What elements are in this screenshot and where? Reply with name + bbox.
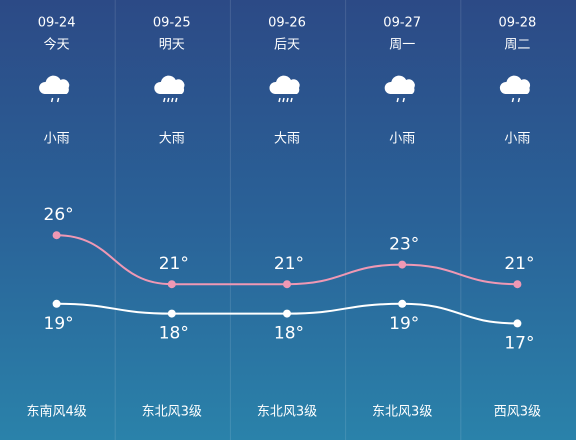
high-point bbox=[398, 260, 407, 269]
low-label: 17° bbox=[504, 333, 534, 353]
weather-icon bbox=[39, 75, 70, 103]
weather: 小雨 bbox=[389, 132, 415, 147]
rain-drop bbox=[511, 97, 515, 103]
high-label: 21° bbox=[159, 254, 189, 274]
high-label: 21° bbox=[504, 254, 534, 274]
wind: 东北风3级 bbox=[372, 405, 432, 420]
rain-drop bbox=[286, 97, 289, 103]
cloud bbox=[269, 75, 300, 94]
cloud bbox=[154, 75, 185, 94]
wind: 西风3级 bbox=[494, 405, 541, 420]
low-point bbox=[167, 309, 176, 318]
date: 09-28 bbox=[499, 16, 537, 31]
high-point bbox=[513, 280, 522, 289]
wind: 东北风3级 bbox=[257, 405, 317, 420]
low-point bbox=[283, 309, 291, 318]
rain-drop bbox=[282, 97, 285, 103]
wind: 东南风4级 bbox=[26, 404, 86, 420]
rain-drop bbox=[402, 97, 405, 103]
low-point bbox=[398, 299, 407, 308]
rain-drop bbox=[171, 97, 174, 103]
low-label: 19° bbox=[389, 314, 419, 334]
rain-drop bbox=[278, 97, 281, 103]
low-label: 18° bbox=[274, 324, 304, 344]
low-label: 19° bbox=[44, 314, 74, 334]
weather-icon bbox=[154, 75, 185, 103]
high-point bbox=[283, 280, 291, 289]
rain-drop bbox=[50, 97, 54, 103]
rain-drop bbox=[163, 97, 166, 103]
cloud bbox=[39, 75, 70, 94]
rain-drop bbox=[290, 97, 293, 103]
weather: 小雨 bbox=[44, 132, 70, 147]
high-label: 26° bbox=[44, 205, 74, 225]
date: 09-27 bbox=[383, 16, 421, 31]
low-point bbox=[52, 299, 61, 308]
day-name: 后天 bbox=[274, 38, 300, 53]
weather-icon bbox=[384, 75, 415, 103]
day-name: 明天 bbox=[159, 38, 185, 53]
cloud bbox=[499, 75, 530, 94]
high-label: 23° bbox=[389, 235, 419, 255]
weather-icon bbox=[499, 75, 530, 103]
weather: 大雨 bbox=[274, 132, 300, 147]
weather-icon bbox=[269, 75, 300, 103]
low-point bbox=[513, 319, 522, 328]
high-point bbox=[52, 231, 61, 240]
day-name: 今天 bbox=[44, 37, 70, 53]
weather: 大雨 bbox=[159, 132, 185, 147]
rain-drop bbox=[175, 97, 178, 103]
date: 09-25 bbox=[153, 16, 191, 31]
rain-drop bbox=[396, 97, 399, 103]
low-label: 18° bbox=[159, 324, 189, 344]
date: 09-24 bbox=[38, 16, 76, 31]
high-point bbox=[167, 280, 176, 289]
wind: 东北风3级 bbox=[142, 405, 202, 420]
rain-drop bbox=[56, 97, 60, 103]
high-label: 21° bbox=[274, 254, 304, 274]
rain-drop bbox=[167, 97, 170, 103]
cloud bbox=[384, 75, 415, 94]
date: 09-26 bbox=[268, 16, 306, 31]
weather: 小雨 bbox=[504, 132, 530, 147]
day-name: 周一 bbox=[389, 38, 415, 53]
rain-drop bbox=[517, 97, 521, 103]
day-name: 周二 bbox=[504, 38, 530, 53]
